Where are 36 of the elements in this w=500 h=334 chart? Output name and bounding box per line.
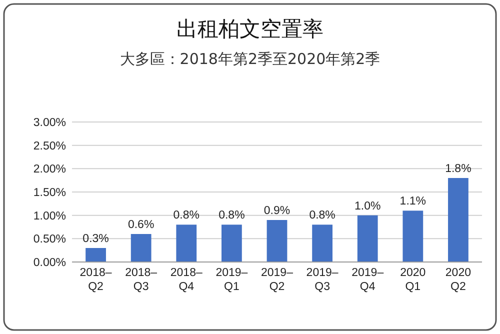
data-label: 0.8% — [218, 210, 245, 222]
data-label: 1.8% — [445, 163, 472, 175]
x-tick-label: 2019– Q2 — [261, 267, 294, 293]
bar — [130, 234, 152, 262]
data-label: 1.1% — [400, 196, 426, 208]
bar — [176, 224, 197, 262]
data-label: 0.8% — [173, 210, 200, 222]
x-tick-label: 2020 Q1 — [400, 267, 426, 293]
bar — [266, 220, 288, 262]
x-tick-label: 2018– Q3 — [125, 267, 158, 293]
bar — [312, 224, 332, 262]
y-tick-label: 2.50% — [33, 140, 66, 152]
y-tick-label: 3.00% — [33, 117, 66, 130]
bar — [357, 215, 378, 262]
y-tick-label: 0.00% — [33, 257, 66, 270]
y-tick-label: 0.50% — [33, 234, 66, 246]
data-label: 0.9% — [264, 205, 290, 217]
bar — [402, 210, 424, 262]
data-label: 0.3% — [82, 233, 109, 245]
x-tick-label: 2019– Q4 — [352, 267, 384, 293]
data-label: 1.0% — [354, 200, 381, 212]
y-tick-label: 1.00% — [33, 210, 66, 222]
bar — [86, 248, 106, 262]
data-label: 0.6% — [128, 219, 154, 231]
x-tick-label: 2019– Q3 — [306, 267, 339, 293]
x-tick-label: 2020 Q2 — [445, 267, 472, 293]
x-tick-label: 2019– Q1 — [216, 267, 248, 293]
x-tick-label: 2018– Q2 — [80, 267, 112, 293]
y-tick-label: 1.50% — [33, 187, 66, 200]
bar — [448, 178, 468, 262]
chart-subtitle: 大多區：2018年第2季至2020年第2季 — [120, 50, 380, 68]
chart-title: 出租柏文空置率 — [176, 17, 324, 41]
data-label: 0.8% — [309, 210, 336, 222]
x-tick-label: 2018– Q4 — [170, 267, 203, 293]
bar — [222, 224, 242, 262]
y-tick-label: 2.00% — [33, 164, 66, 176]
